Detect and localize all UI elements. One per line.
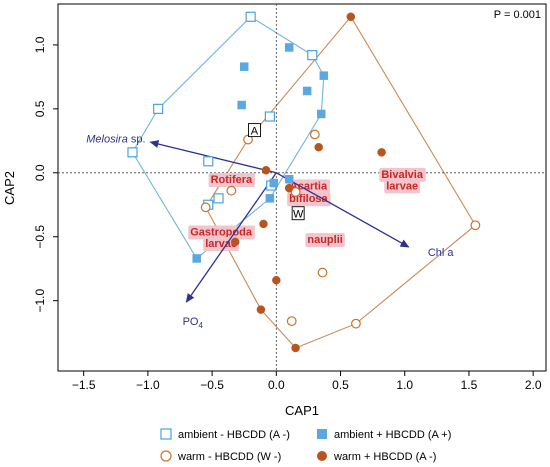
env-vector-arrow (275, 172, 410, 248)
env-vector-arrow (185, 172, 277, 303)
point-ambient-plus (239, 62, 249, 71)
species-label-highlight (379, 167, 426, 182)
legend-symbol-ambient-plus (317, 429, 327, 439)
p-value-annotation: P = 0.001 (494, 9, 541, 21)
env-vector-label-genus: Melosira (86, 133, 131, 145)
point-ambient-minus (307, 50, 318, 61)
centroid-box (248, 123, 261, 138)
point-ambient-minus (153, 103, 164, 114)
legend-label: ambient - HBCDD (A -) (178, 429, 290, 441)
point-warm-plus (230, 237, 240, 247)
vector-layer: Melosira sp. Chl a PO4 (86, 133, 454, 330)
legend: ambient - HBCDD (A -) warm - HBCDD (W -) a… (160, 428, 451, 463)
point-warm-plus (261, 165, 271, 175)
env-vector-label-subscript: 4 (198, 321, 203, 330)
centroid-layer: AW (248, 123, 305, 221)
hull-ambient (131, 16, 325, 260)
y-axis-title: CAP2 (2, 171, 17, 205)
point-ambient-minus (127, 147, 138, 158)
species-label: larvae (386, 180, 418, 192)
points-layer (127, 11, 481, 353)
point-ambient-plus (192, 254, 201, 263)
point-ambient-plus (319, 71, 329, 80)
point-warm-minus (309, 129, 320, 140)
env-vector-arrow (149, 140, 277, 174)
x-tick-label: 0.5 (332, 378, 349, 392)
species-layer: RotiferaAcartiabifilosanaupliiBivalviala… (188, 167, 426, 251)
point-warm-minus (200, 202, 211, 213)
x-tick-label: 0.0 (268, 378, 285, 392)
x-tick-label: 1.0 (396, 378, 413, 392)
legend-label: warm - HBCDD (W -) (177, 451, 281, 463)
point-warm-minus (226, 185, 237, 196)
point-ambient-plus (284, 43, 294, 52)
point-ambient-minus (264, 111, 275, 122)
species-label-highlight (203, 236, 240, 251)
point-warm-plus (284, 183, 294, 193)
x-tick-label: 1.5 (461, 378, 478, 392)
y-tick-label: −0.5 (33, 225, 47, 249)
point-warm-minus (286, 316, 297, 327)
species-label-highlight (188, 225, 255, 240)
point-ambient-plus (302, 86, 312, 96)
species-label: nauplii (307, 234, 342, 246)
point-ambient-plus (317, 109, 326, 119)
x-tick-label: 2.0 (525, 378, 542, 392)
point-ambient-plus (265, 194, 275, 203)
y-tick-label: 1.0 (33, 36, 47, 53)
species-label-highlight (208, 173, 256, 188)
species-label-highlight (384, 179, 421, 194)
point-warm-plus (259, 219, 268, 229)
legend-label: ambient + HBCDD (A +) (334, 429, 451, 441)
point-warm-plus (256, 305, 266, 314)
point-warm-plus (314, 142, 323, 152)
point-ambient-plus (237, 100, 246, 110)
x-tick-label: −1.5 (72, 378, 96, 392)
reference-lines (58, 4, 546, 371)
centroid-label: W (293, 209, 304, 221)
env-vector-label: Chl a (428, 247, 455, 259)
x-tick-label: −0.5 (200, 378, 224, 392)
point-ambient-minus (213, 193, 224, 204)
y-tick-label: −1.0 (33, 289, 47, 313)
point-warm-minus (470, 220, 481, 231)
env-vector-label: Melosira sp. (86, 133, 145, 145)
point-warm-minus (351, 318, 361, 329)
species-label: Gastropoda (190, 226, 253, 238)
point-ambient-minus (245, 11, 256, 22)
point-ambient-plus (284, 174, 294, 184)
axes-layer: −1.5 −1.0 −0.5 0.0 0.5 1.0 1.5 2.0 −1.0 −0.5 0.0 0.… (33, 36, 542, 392)
point-warm-plus (377, 148, 386, 157)
point-warm-plus (346, 12, 356, 22)
point-ambient-minus (203, 156, 214, 167)
species-label: Bivalvia (381, 169, 423, 181)
species-label: Rotifera (211, 174, 253, 186)
legend-label: warm + HBCDD (A -) (333, 451, 436, 463)
point-warm-minus (290, 187, 301, 197)
centroid-label: A (251, 126, 259, 138)
legend-symbol-warm-minus (160, 450, 172, 462)
species-label-highlight (305, 233, 345, 248)
x-axis-title: CAP1 (285, 403, 319, 418)
point-warm-plus (272, 275, 281, 285)
point-warm-plus (291, 343, 300, 353)
y-tick-label: 0.0 (33, 164, 47, 181)
x-tick-label: −1.0 (136, 378, 160, 392)
point-ambient-plus (269, 178, 278, 188)
plot-frame (57, 3, 547, 372)
point-warm-minus (317, 267, 328, 278)
hull-warm (205, 15, 477, 349)
legend-symbol-ambient-minus (160, 428, 172, 440)
centroid-box (291, 206, 305, 221)
env-vector-label: PO4 (183, 316, 204, 330)
legend-symbol-warm-plus (317, 451, 327, 461)
env-vector-label-suffix: sp. (131, 133, 146, 145)
y-tick-label: 0.5 (33, 100, 47, 117)
